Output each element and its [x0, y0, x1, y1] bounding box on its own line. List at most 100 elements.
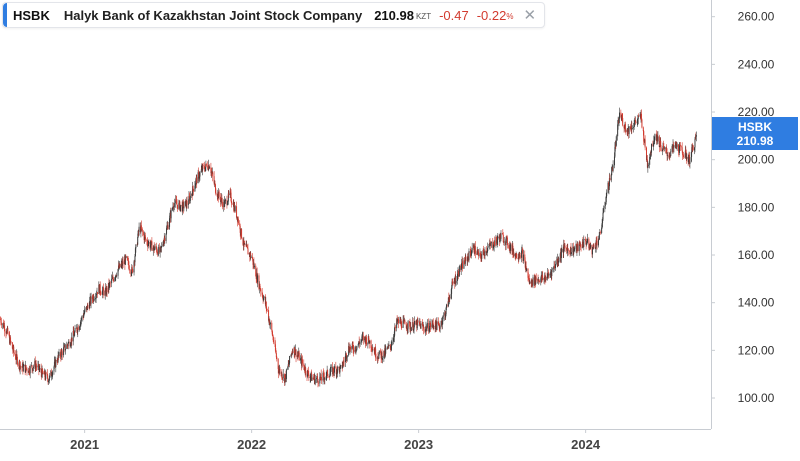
candle-body — [489, 242, 491, 247]
candle-body — [159, 247, 161, 253]
candle-body — [438, 324, 440, 328]
candle-body — [554, 264, 556, 269]
candle-body — [102, 287, 104, 291]
candle-body — [37, 365, 39, 368]
candle-body — [53, 361, 55, 367]
candle-body — [308, 374, 310, 378]
candle-body — [657, 136, 659, 142]
candle-body — [48, 380, 50, 382]
candle-body — [319, 376, 321, 384]
candle-body — [199, 172, 201, 177]
candle-body — [662, 145, 664, 150]
candle-body — [352, 343, 354, 346]
candle-body — [47, 378, 49, 383]
candle-body — [486, 251, 488, 253]
candle-body — [20, 365, 22, 367]
candle-body — [455, 276, 457, 283]
candle-body — [551, 268, 553, 270]
candle-body — [3, 322, 5, 328]
close-icon[interactable]: ✕ — [523, 7, 537, 24]
candle-body — [567, 248, 569, 249]
candle-body — [502, 233, 504, 235]
candle-body — [67, 343, 69, 347]
candle-body — [38, 369, 40, 371]
candle-body — [197, 172, 199, 184]
candle-body — [497, 236, 499, 240]
candle-body — [358, 341, 360, 343]
candle-body — [660, 147, 662, 152]
candle-body — [269, 324, 271, 325]
candle-body — [377, 358, 379, 359]
candle-body — [458, 266, 460, 276]
candle-body — [227, 193, 229, 202]
candle-body — [100, 292, 102, 294]
candle-body — [402, 320, 404, 328]
candle-body — [646, 159, 648, 168]
candle-body — [538, 281, 540, 283]
candle-body — [73, 330, 75, 335]
candle-body — [681, 146, 683, 148]
legend-symbol[interactable]: HSBK — [13, 7, 50, 23]
candle-body — [262, 294, 264, 298]
x-tick-label: 2024 — [571, 437, 601, 452]
candle-body — [377, 357, 379, 359]
candle-body — [489, 242, 491, 245]
candle-body — [289, 356, 291, 364]
candle-body — [452, 281, 454, 284]
candle-body — [468, 251, 470, 261]
candle-body — [80, 317, 82, 321]
candle-body — [83, 314, 85, 318]
candle-body — [290, 353, 292, 355]
candle-body — [169, 215, 171, 222]
candle-body — [131, 267, 133, 274]
candle-body — [149, 242, 151, 248]
candle-body — [42, 368, 44, 373]
candle-body — [624, 123, 626, 130]
candle-body — [385, 348, 387, 354]
candle-body — [605, 196, 607, 203]
candle-body — [144, 235, 146, 237]
candle-body — [263, 296, 265, 299]
candle-body — [428, 330, 430, 332]
candle-body — [609, 178, 611, 181]
candle-body — [301, 359, 303, 364]
candle-body — [13, 346, 15, 353]
candle-body — [564, 245, 566, 248]
candle-body — [28, 368, 30, 373]
candle-body — [678, 144, 680, 152]
candle-body — [136, 244, 138, 246]
legend-percent-sign: % — [506, 12, 514, 21]
candle-body — [163, 240, 165, 245]
candle-body — [35, 365, 37, 369]
candle-body — [549, 274, 551, 275]
candle-body — [676, 144, 678, 147]
candle-body — [404, 320, 406, 325]
candle-body — [381, 357, 383, 360]
candle-body — [188, 196, 190, 204]
y-tick-label: 180.00 — [738, 200, 775, 214]
candle-body — [470, 253, 472, 256]
candle-body — [695, 136, 697, 138]
candle-body — [265, 302, 267, 309]
y-tick-label: 200.00 — [738, 153, 775, 167]
candle-body — [567, 248, 569, 251]
candle-body — [436, 321, 438, 331]
candle-body — [250, 253, 252, 258]
candle-body — [19, 361, 21, 370]
candle-body — [111, 278, 113, 280]
candle-body — [173, 207, 175, 208]
candle-body — [469, 251, 471, 254]
candle-body — [213, 176, 215, 184]
candle-body — [546, 276, 548, 281]
candle-body — [147, 243, 149, 247]
candle-body — [479, 253, 481, 254]
candle-body — [175, 199, 177, 204]
candle-body — [447, 297, 449, 307]
candle-body — [419, 323, 421, 325]
candle-body — [117, 269, 119, 276]
candle-body — [182, 202, 184, 209]
candle-body — [482, 249, 484, 255]
candle-body — [198, 176, 200, 179]
candle-body — [281, 372, 283, 379]
